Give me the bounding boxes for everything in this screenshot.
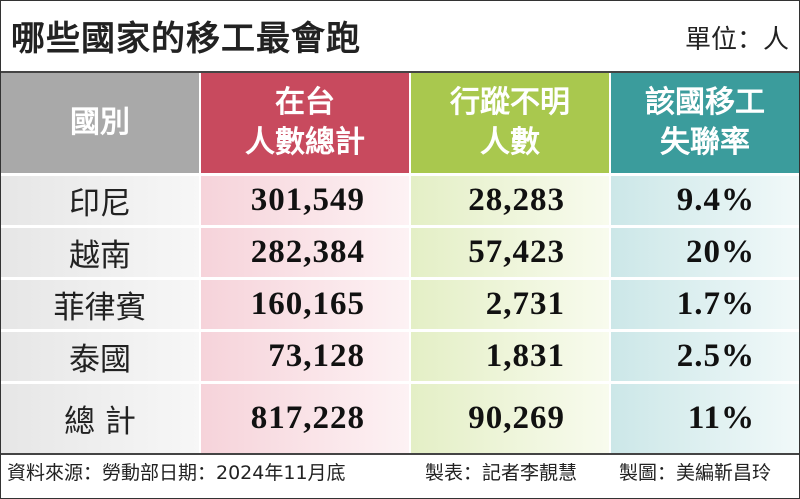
row-label: 越南 (1, 225, 201, 277)
table-credit: 製表：記者李靚慧 (425, 462, 578, 484)
header-line: 失聯率 (660, 125, 750, 160)
cell-value: 301,549 (201, 173, 411, 225)
row-label: 菲律賓 (1, 277, 201, 329)
divider (1, 453, 799, 455)
title: 哪些國家的移工最會跑 (11, 19, 361, 59)
column-header: 在台 人數總計 (201, 73, 411, 173)
cell-value: 9.4% (611, 173, 799, 225)
cell-value: 90,269 (411, 381, 611, 453)
divider (1, 71, 799, 73)
row-label: 印尼 (1, 173, 201, 225)
cell-value: 11% (611, 381, 799, 453)
row-label: 泰國 (1, 329, 201, 381)
column-header: 國別 (1, 73, 201, 173)
cell-value: 28,283 (411, 173, 611, 225)
header-line: 國別 (70, 105, 130, 140)
cell-value: 73,128 (201, 329, 411, 381)
cell-value: 20% (611, 225, 799, 277)
header-line: 人數 (480, 125, 540, 160)
column-header: 行蹤不明 人數 (411, 73, 611, 173)
cell-value: 2.5% (611, 329, 799, 381)
unit: 單位：人 (685, 25, 790, 55)
cell-value: 1.7% (611, 277, 799, 329)
cell-value: 1,831 (411, 329, 611, 381)
cell-value: 282,384 (201, 225, 411, 277)
source: 資料來源：勞動部日期：2024年11月底 (7, 462, 346, 484)
row-label: 總 計 (1, 381, 201, 453)
header-line: 行蹤不明 (450, 85, 570, 120)
header-line: 人數總計 (245, 125, 365, 160)
header-line: 該國移工 (645, 85, 765, 120)
cell-value: 817,228 (201, 381, 411, 453)
cell-value: 57,423 (411, 225, 611, 277)
column-header: 該國移工 失聯率 (611, 73, 799, 173)
graphic-credit: 製圖：美編靳昌玲 (619, 462, 772, 484)
header-line: 在台 (275, 85, 335, 120)
cell-value: 2,731 (411, 277, 611, 329)
cell-value: 160,165 (201, 277, 411, 329)
